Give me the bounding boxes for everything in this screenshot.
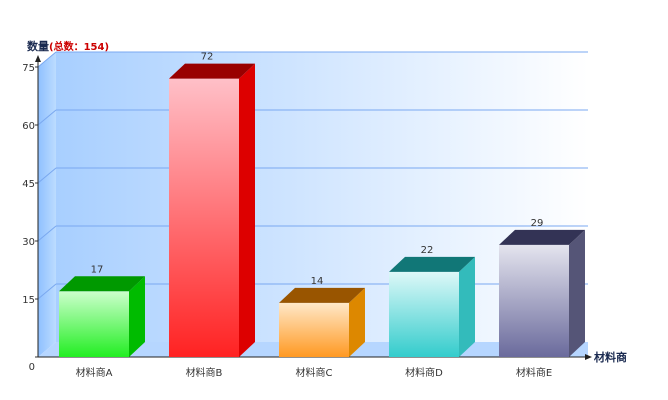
x-tick-label: 材料商A bbox=[76, 366, 113, 379]
bar-value-label: 14 bbox=[311, 276, 324, 287]
x-tick-label: 材料商B bbox=[186, 366, 223, 379]
bar-side bbox=[239, 63, 255, 357]
bar-3 bbox=[389, 256, 475, 357]
bar-top bbox=[279, 287, 365, 303]
x-tick-label: 材料商E bbox=[516, 366, 552, 379]
labels: 0 15 30 45 60 75 17 材料商A 72 材料商B 14 材料商C 22 材料商D 29 材料商… bbox=[22, 52, 552, 379]
y-axis-title: 数量(总数：154) bbox=[27, 39, 109, 53]
y-tick-label: 75 bbox=[22, 63, 35, 74]
bar-top bbox=[499, 229, 585, 245]
bar-4 bbox=[499, 229, 585, 357]
y-tick-label: 45 bbox=[22, 179, 35, 190]
bar-value-label: 29 bbox=[531, 218, 544, 229]
x-tick-label: 材料商C bbox=[296, 366, 333, 379]
bar-top bbox=[169, 63, 255, 79]
y-axis-arrow bbox=[35, 55, 41, 62]
grid-lines bbox=[37, 51, 588, 300]
y-axis-note: (总数：154) bbox=[49, 40, 109, 53]
bar-front bbox=[389, 271, 459, 357]
bar-0 bbox=[59, 276, 145, 357]
bar-front bbox=[499, 244, 569, 357]
bar-value-label: 17 bbox=[91, 264, 104, 275]
grid-line-diag bbox=[37, 283, 57, 300]
x-axis-title: 材料商 bbox=[594, 350, 627, 364]
x-tick-label: 材料商D bbox=[405, 366, 443, 379]
grid-line-diag bbox=[37, 109, 57, 126]
bar-value-label: 72 bbox=[201, 52, 214, 63]
bar-front bbox=[169, 78, 239, 357]
y-tick-label: 15 bbox=[22, 295, 35, 306]
bar-side bbox=[459, 256, 475, 357]
bar-value-label: 22 bbox=[421, 245, 434, 256]
bars bbox=[59, 63, 585, 357]
x-axis-arrow bbox=[585, 354, 592, 360]
bar-top bbox=[389, 256, 475, 272]
y-tick-label: 0 bbox=[29, 362, 35, 373]
plot-side-wall bbox=[38, 52, 56, 357]
y-tick-label: 60 bbox=[22, 121, 35, 132]
bar-top bbox=[59, 276, 145, 292]
grid-line-diag bbox=[37, 51, 57, 68]
bar-1 bbox=[169, 63, 255, 357]
bar-side bbox=[129, 276, 145, 357]
bar-side bbox=[349, 287, 365, 357]
y-tick-label: 30 bbox=[22, 237, 35, 248]
grid-line-diag bbox=[37, 167, 57, 184]
bar-front bbox=[279, 302, 349, 357]
bar-side bbox=[569, 229, 585, 357]
grid-line-diag bbox=[37, 225, 57, 242]
bar-2 bbox=[279, 287, 365, 357]
bar-front bbox=[59, 291, 129, 357]
